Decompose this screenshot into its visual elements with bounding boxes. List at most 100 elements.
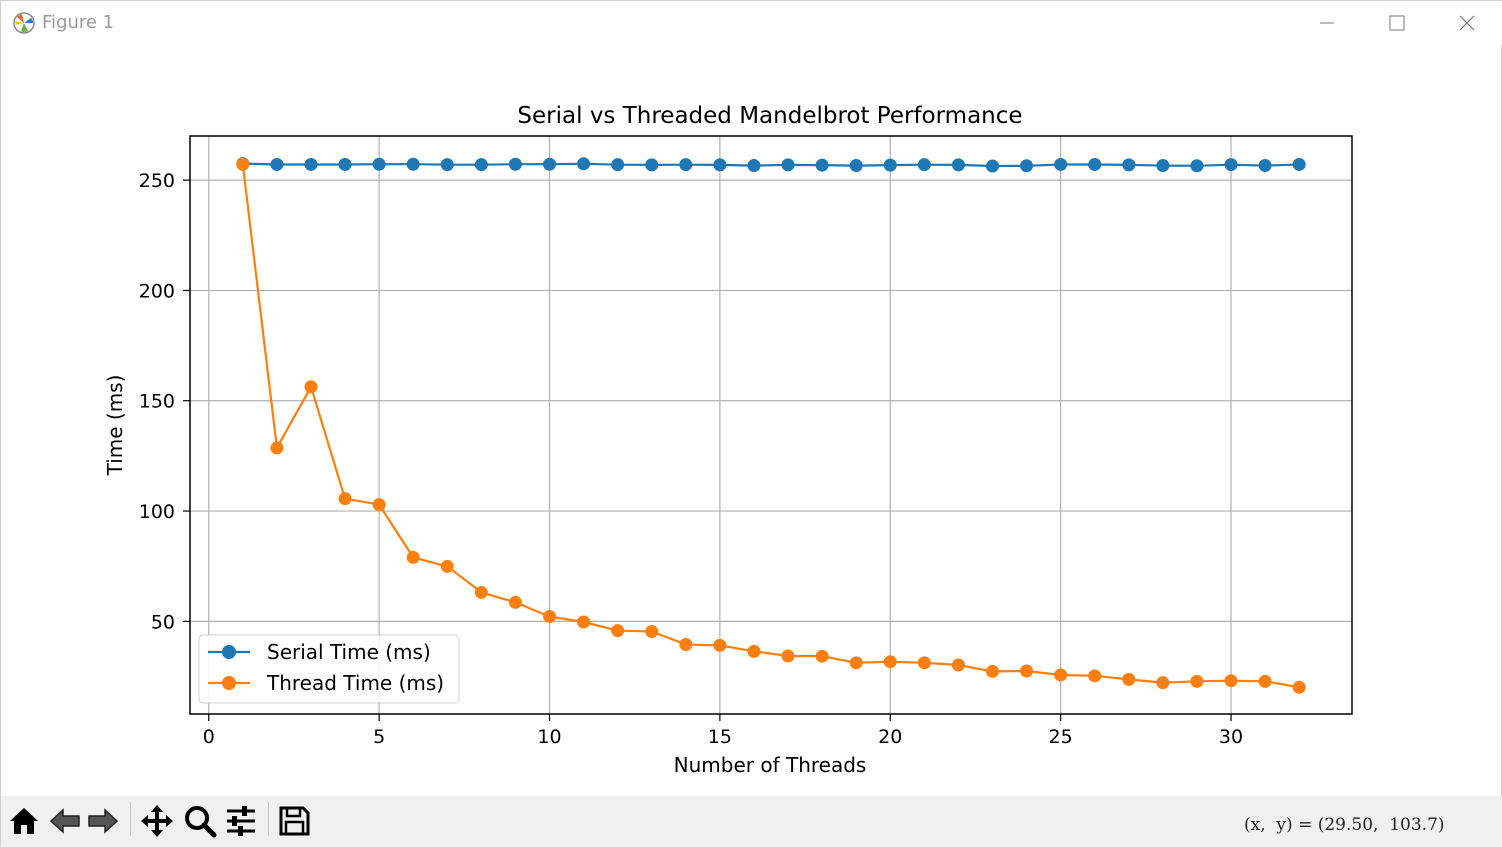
matplotlib-logo-icon	[13, 12, 35, 34]
pan-icon	[141, 805, 173, 837]
serial-data-point	[611, 158, 625, 172]
minimize-button[interactable]	[1292, 1, 1362, 45]
thread-data-point	[951, 658, 965, 672]
y-tick-label: 200	[139, 280, 175, 302]
save-icon	[279, 806, 310, 836]
forward-icon	[88, 808, 119, 834]
thread-data-point	[611, 624, 625, 638]
thread-data-point	[1054, 668, 1068, 682]
configure-subplots-button[interactable]	[222, 802, 260, 840]
thread-data-point	[1020, 664, 1034, 678]
back-button[interactable]	[46, 802, 84, 840]
serial-data-point	[1156, 159, 1170, 173]
grid-lines	[190, 136, 1352, 714]
serial-data-point	[815, 158, 829, 172]
serial-data-point	[474, 158, 488, 172]
serial-data-point	[508, 157, 522, 171]
thread-data-point	[985, 664, 999, 678]
x-tick-label: 15	[708, 726, 732, 748]
save-button[interactable]	[275, 802, 313, 840]
cursor-coordinates: (x, y) = (29.50, 103.7)	[1244, 815, 1445, 835]
thread-data-point	[543, 609, 557, 623]
serial-data-point	[406, 157, 420, 171]
serial-data-point	[1258, 159, 1272, 173]
thread-data-point	[1258, 674, 1272, 688]
thread-data-point	[1088, 669, 1102, 683]
back-icon	[49, 808, 80, 834]
thread-data-point	[270, 441, 284, 455]
serial-data-point	[679, 158, 693, 172]
thread-data-point	[1122, 672, 1136, 686]
thread-data-point	[577, 615, 591, 629]
thread-data-point	[1292, 680, 1306, 694]
maximize-button[interactable]	[1362, 1, 1432, 45]
serial-data-point	[577, 157, 591, 171]
serial-data-point	[270, 157, 284, 171]
serial-data-point	[1054, 157, 1068, 171]
thread-data-point	[917, 656, 931, 670]
y-axis-label: Time (ms)	[103, 375, 127, 477]
thread-data-point	[713, 638, 727, 652]
y-tick-label: 150	[139, 391, 175, 413]
thread-data-point	[1190, 674, 1204, 688]
serial-data-point	[1292, 157, 1306, 171]
thread-series-line	[241, 164, 1300, 689]
chart-figure[interactable]: 0 5 10 15 20 25 30 50 100 150 200 250 Serial vs Thr…	[1, 45, 1501, 795]
thread-data-point	[781, 649, 795, 663]
x-tick-label: 20	[878, 726, 902, 748]
thread-data-point	[372, 498, 386, 512]
close-button[interactable]	[1432, 1, 1502, 45]
title-bar[interactable]: Figure 1	[1, 1, 1502, 45]
legend[interactable]: Serial Time (ms) Thread Time (ms)	[198, 634, 460, 704]
forward-button[interactable]	[84, 802, 122, 840]
y-tick-label: 50	[151, 611, 175, 633]
zoom-icon	[185, 806, 217, 838]
configure-subplots-icon	[227, 806, 255, 836]
thread-data-point	[747, 644, 761, 658]
serial-data-point	[338, 157, 352, 171]
legend-box	[198, 634, 460, 704]
plot-frame	[189, 135, 1353, 715]
navigation-toolbar	[1, 796, 1502, 847]
pan-button[interactable]	[138, 802, 176, 840]
thread-data-point	[883, 655, 897, 669]
serial-data-point	[372, 157, 386, 171]
thread-data-point	[338, 492, 352, 506]
serial-data-point	[781, 158, 795, 172]
thread-data-point	[1224, 674, 1238, 688]
x-tick-label: 0	[203, 726, 215, 748]
x-tick-label: 10	[537, 726, 561, 748]
serial-data-point	[951, 158, 965, 172]
window-title: Figure 1	[42, 12, 115, 33]
thread-data-point	[440, 559, 454, 573]
serial-data-point	[645, 158, 659, 172]
close-icon	[1459, 15, 1475, 31]
toolbar-separator	[130, 802, 131, 836]
thread-data-point	[236, 157, 250, 171]
minimize-icon	[1320, 22, 1334, 24]
serial-data-point	[543, 157, 557, 171]
home-button[interactable]	[5, 802, 43, 840]
legend-thread-label: Thread Time (ms)	[266, 671, 444, 695]
serial-data-point	[849, 159, 863, 173]
thread-data-point	[406, 550, 420, 564]
serial-series-line	[242, 162, 1300, 168]
x-axis-label: Number of Threads	[674, 753, 867, 777]
thread-data-point	[849, 656, 863, 670]
toolbar-separator	[268, 802, 269, 836]
serial-data-point	[917, 158, 931, 172]
serial-data-point	[440, 158, 454, 172]
home-icon	[10, 808, 38, 834]
serial-data-point	[747, 159, 761, 173]
serial-data-point	[1122, 158, 1136, 172]
serial-data-point	[1190, 159, 1204, 173]
y-tick-label: 100	[139, 501, 175, 523]
serial-data-point	[1088, 157, 1102, 171]
serial-data-point	[1224, 158, 1238, 172]
maximize-icon	[1389, 15, 1405, 31]
serial-data-point	[713, 158, 727, 172]
chart-title: Serial vs Threaded Mandelbrot Performanc…	[517, 103, 1022, 129]
legend-serial-label: Serial Time (ms)	[267, 640, 431, 664]
zoom-button[interactable]	[181, 802, 219, 840]
